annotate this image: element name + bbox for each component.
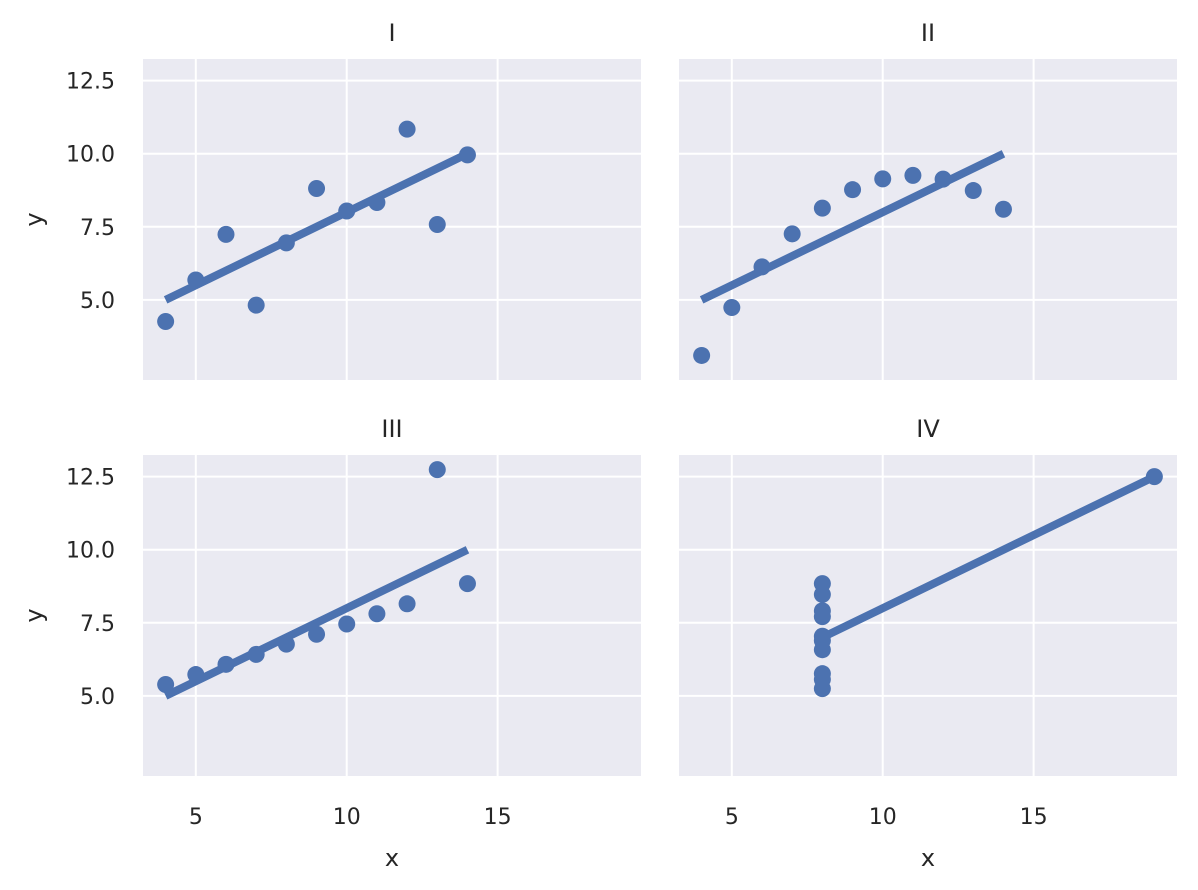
- data-point: [277, 234, 295, 252]
- panel-title: I: [388, 19, 395, 47]
- data-point: [338, 202, 356, 220]
- data-point: [338, 615, 356, 633]
- y-tick-label: 12.5: [66, 466, 115, 491]
- y-tick-label: 10.0: [66, 539, 115, 564]
- data-point: [813, 602, 831, 620]
- x-axis-label: x: [385, 844, 399, 872]
- y-tick-label: 7.5: [80, 612, 115, 637]
- regression-line: [163, 150, 470, 304]
- panel-3: 5.0 7.5 10.0 12.5 y 5 10 15 x III: [20, 415, 641, 872]
- data-point: [398, 120, 416, 138]
- data-point: [874, 170, 892, 188]
- data-point: [813, 585, 831, 603]
- data-point: [368, 605, 386, 623]
- data-point: [813, 632, 831, 650]
- regression-line: [820, 473, 1157, 642]
- x-tick-label: 5: [189, 805, 203, 830]
- x-tick-label: 15: [484, 805, 512, 830]
- x-tick-label: 10: [333, 805, 361, 830]
- y-tick-label: 7.5: [80, 216, 115, 241]
- data-point: [157, 675, 175, 693]
- y-axis-label: y: [20, 212, 48, 226]
- panel-title: III: [381, 415, 402, 443]
- data-point: [753, 258, 771, 276]
- y-tick-label: 5.0: [80, 685, 115, 710]
- panel-title: IV: [916, 415, 940, 443]
- data-point: [217, 655, 235, 673]
- data-point: [247, 296, 265, 314]
- regression-line: [699, 150, 1006, 304]
- data-point: [458, 146, 476, 164]
- regression-line: [163, 546, 470, 700]
- x-axis-label: x: [921, 844, 935, 872]
- panel-background: [143, 59, 641, 380]
- panel-title: II: [921, 19, 935, 47]
- data-point: [398, 595, 416, 613]
- data-point: [783, 225, 801, 243]
- data-point: [994, 200, 1012, 218]
- y-tick-label: 5.0: [80, 289, 115, 314]
- data-point: [934, 170, 952, 188]
- data-point: [844, 181, 862, 199]
- data-point: [428, 461, 446, 479]
- y-axis-label: y: [20, 608, 48, 622]
- x-tick-label: 15: [1020, 805, 1048, 830]
- data-point: [458, 575, 476, 593]
- panel-background: [679, 59, 1177, 380]
- panel-background: [143, 455, 641, 776]
- data-point: [904, 166, 922, 184]
- panel-2: II: [679, 19, 1177, 380]
- panel-1: 5.0 7.5 10.0 12.5 y I: [20, 19, 641, 380]
- data-point: [247, 645, 265, 663]
- data-point: [368, 194, 386, 212]
- x-tick-label: 5: [725, 805, 739, 830]
- x-tick-label: 10: [869, 805, 897, 830]
- data-point: [428, 215, 446, 233]
- data-point: [187, 271, 205, 289]
- data-point: [217, 225, 235, 243]
- y-tick-label: 12.5: [66, 70, 115, 95]
- data-point: [813, 671, 831, 689]
- data-point: [187, 666, 205, 684]
- data-point: [723, 298, 741, 316]
- panel-4: 5 10 15 x IV: [679, 415, 1177, 872]
- data-point: [964, 182, 982, 200]
- data-point: [308, 180, 326, 198]
- y-tick-label: 10.0: [66, 143, 115, 168]
- data-point: [693, 346, 711, 364]
- data-point: [157, 313, 175, 331]
- data-point: [813, 199, 831, 217]
- data-point: [308, 625, 326, 643]
- data-point: [1145, 468, 1163, 486]
- data-point: [277, 635, 295, 653]
